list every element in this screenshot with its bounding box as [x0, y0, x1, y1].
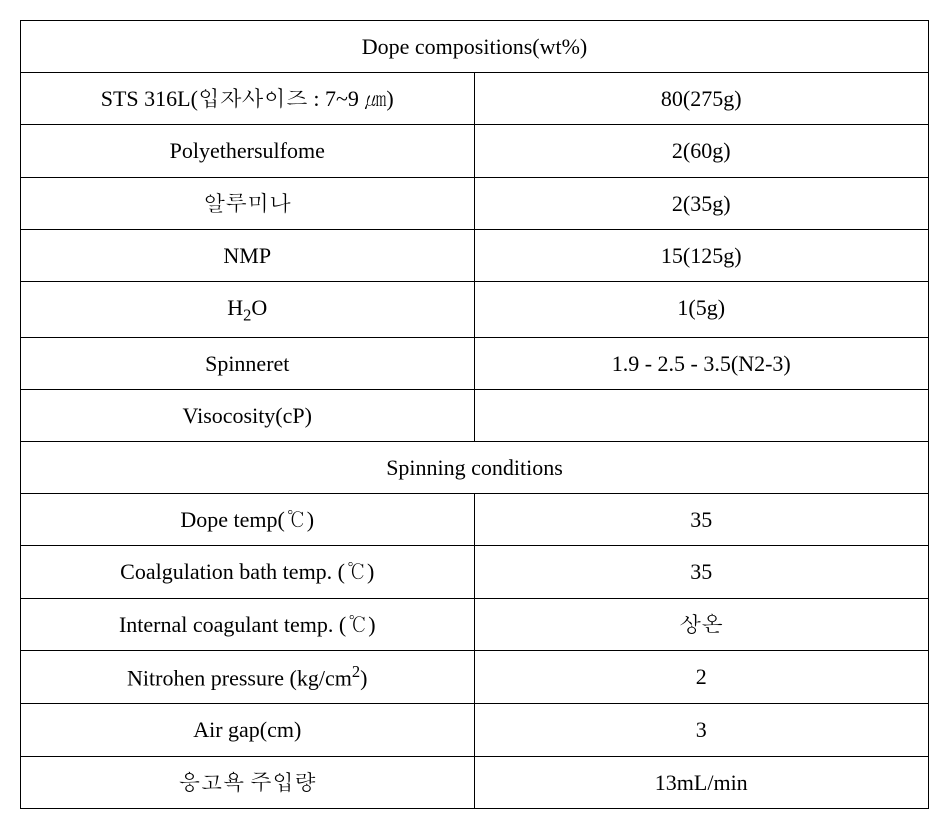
row-value: 1(5g): [475, 282, 929, 337]
row-value: 2(35g): [475, 178, 929, 229]
table-row: Polyethersulfome 2(60g): [21, 125, 928, 177]
row-label: Internal coagulant temp. (℃): [21, 599, 475, 650]
row-value: 2: [475, 651, 929, 704]
row-value: [475, 390, 929, 441]
row-label: Dope temp(℃): [21, 494, 475, 545]
table-row: Nitrohen pressure (kg/cm2) 2: [21, 651, 928, 705]
table-row: Air gap(cm) 3: [21, 704, 928, 756]
table-row: NMP 15(125g): [21, 230, 928, 282]
row-label: STS 316L(입자사이즈 : 7~9 ㎛): [21, 73, 475, 124]
row-label: Nitrohen pressure (kg/cm2): [21, 651, 475, 704]
row-label: Coalgulation bath temp. (℃): [21, 546, 475, 597]
table-row: Internal coagulant temp. (℃) 상온: [21, 599, 928, 651]
table-row: Spinneret 1.9 - 2.5 - 3.5(N2-3): [21, 338, 928, 390]
row-label: 응고욕 주입량: [21, 757, 475, 808]
table-row: Coalgulation bath temp. (℃) 35: [21, 546, 928, 598]
section-header-row: Spinning conditions: [21, 442, 928, 494]
row-label: Air gap(cm): [21, 704, 475, 755]
row-value: 35: [475, 546, 929, 597]
row-value: 80(275g): [475, 73, 929, 124]
row-label: H2O: [21, 282, 475, 337]
row-value: 35: [475, 494, 929, 545]
row-value: 2(60g): [475, 125, 929, 176]
table-row: Visocosity(cP): [21, 390, 928, 442]
table-row: H2O 1(5g): [21, 282, 928, 338]
table-row: 알루미나 2(35g): [21, 178, 928, 230]
row-label: 알루미나: [21, 178, 475, 229]
row-label: Spinneret: [21, 338, 475, 389]
table-row: 응고욕 주입량 13mL/min: [21, 757, 928, 808]
row-value: 13mL/min: [475, 757, 929, 808]
row-label: Visocosity(cP): [21, 390, 475, 441]
table-row: STS 316L(입자사이즈 : 7~9 ㎛) 80(275g): [21, 73, 928, 125]
row-value: 15(125g): [475, 230, 929, 281]
section-header: Dope compositions(wt%): [21, 21, 928, 72]
row-label: Polyethersulfome: [21, 125, 475, 176]
section-header: Spinning conditions: [21, 442, 928, 493]
row-value: 상온: [475, 599, 929, 650]
table-row: Dope temp(℃) 35: [21, 494, 928, 546]
composition-table: Dope compositions(wt%) STS 316L(입자사이즈 : …: [20, 20, 929, 809]
section-header-row: Dope compositions(wt%): [21, 21, 928, 73]
row-value: 1.9 - 2.5 - 3.5(N2-3): [475, 338, 929, 389]
row-label: NMP: [21, 230, 475, 281]
row-value: 3: [475, 704, 929, 755]
